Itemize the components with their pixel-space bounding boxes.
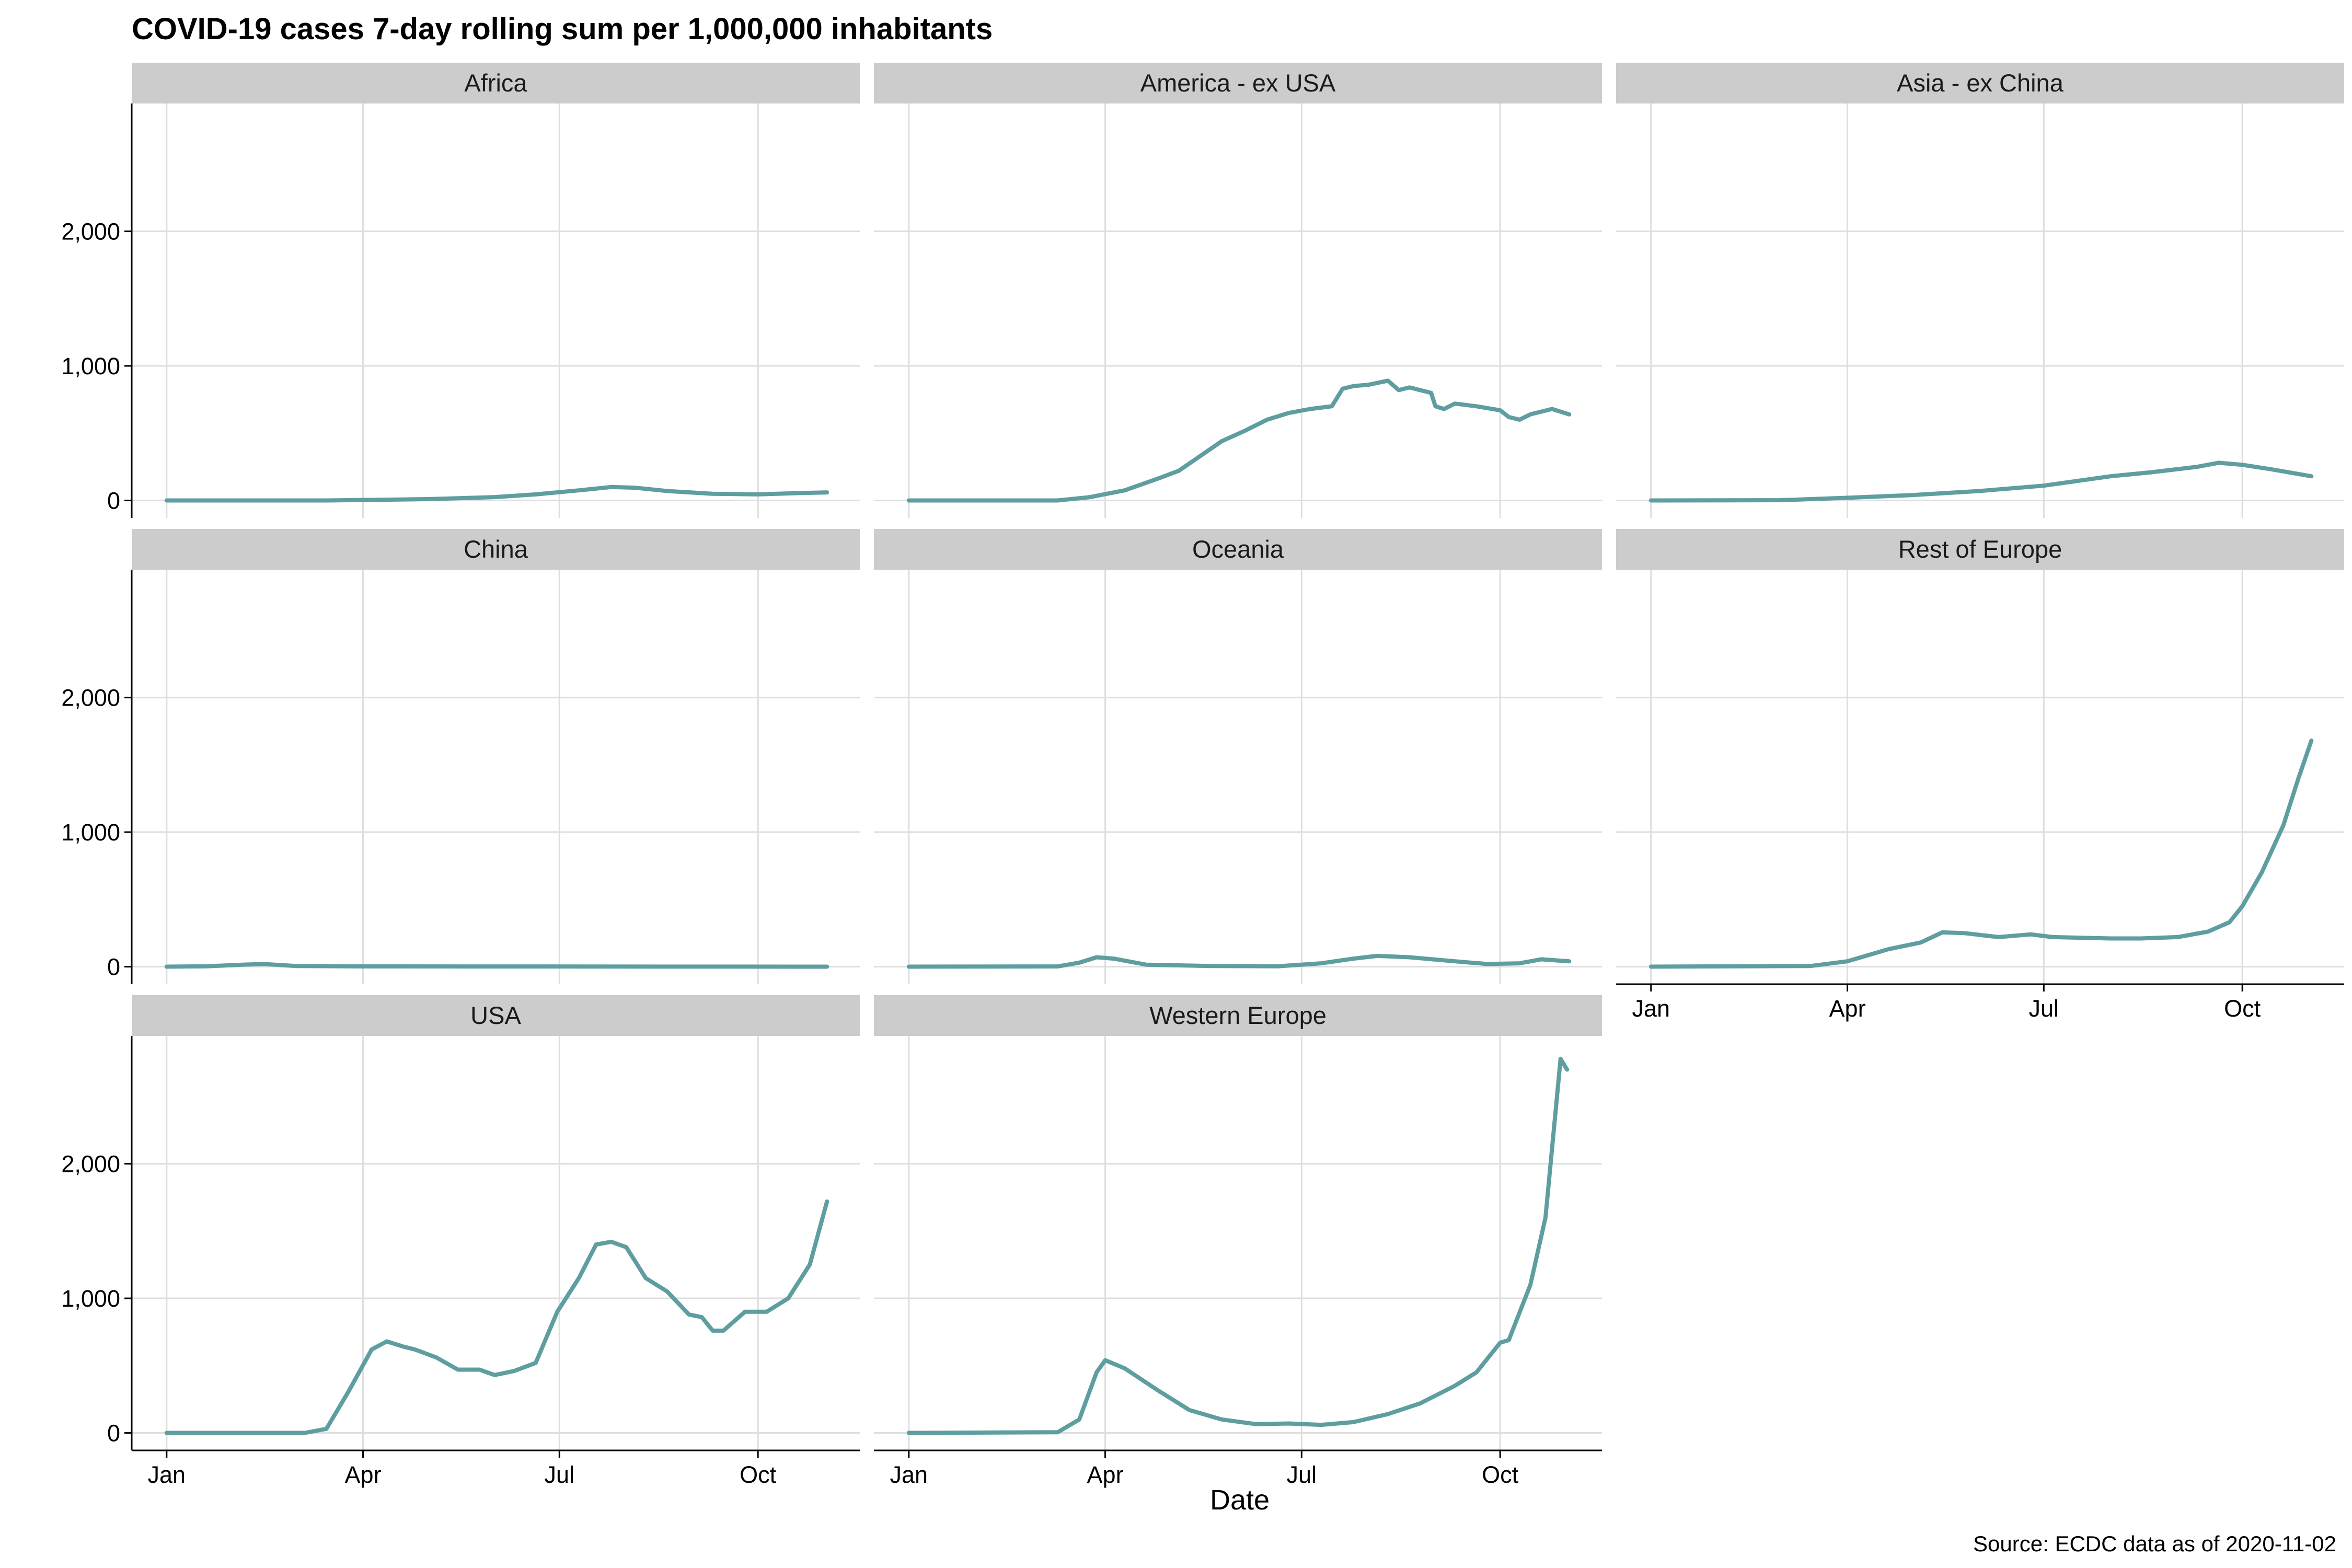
panel-strip-label: China (464, 535, 528, 563)
panel-strip (874, 529, 1602, 570)
y-tick-label: 2,000 (61, 685, 120, 711)
panel-strip-label: USA (470, 1001, 521, 1029)
y-tick-label: 2,000 (61, 1151, 120, 1178)
chart-caption: Source: ECDC data as of 2020-11-02 (1973, 1531, 2336, 1556)
x-tick-label: Oct (740, 1461, 777, 1488)
y-tick-label: 0 (107, 1420, 120, 1447)
y-tick-label: 2,000 (61, 218, 120, 245)
y-tick-label: 1,000 (61, 819, 120, 846)
series-line-western-europe (906, 1056, 1570, 1435)
x-axis-title: Date (1210, 1484, 1270, 1516)
series-line-rest-of-europe (1648, 739, 2314, 969)
panel-strip (132, 63, 860, 103)
x-tick-label: Jul (1287, 1461, 1317, 1488)
chart-title: COVID-19 cases 7-day rolling sum per 1,0… (132, 12, 993, 46)
facet-panels: Africa 0 1,000 2,000 America - ex USA Asia - … (61, 63, 2344, 1488)
panel-strip-label: Western Europe (1149, 1001, 1327, 1029)
panel-strip-label: Africa (464, 69, 527, 97)
y-tick-label: 0 (107, 488, 120, 514)
panel-western-europe: Western Europe Jan Apr Jul Oct (874, 995, 1602, 1488)
panel-strip (1616, 63, 2344, 103)
series-line-asia-ex-china (1648, 460, 2314, 503)
series-line-africa (164, 485, 829, 503)
panel-oceania: Oceania (874, 529, 1602, 984)
panel-strip (874, 995, 1602, 1036)
series-line-america-ex-usa (906, 378, 1572, 503)
series-line-usa (164, 1199, 829, 1435)
panel-strip-label: America - ex USA (1140, 69, 1336, 97)
x-tick-label: Jan (890, 1461, 928, 1488)
panel-strip (132, 529, 860, 570)
x-tick-label: Oct (2224, 995, 2261, 1022)
x-tick-label: Apr (1087, 1461, 1124, 1488)
panel-strip-label: Rest of Europe (1898, 535, 2062, 563)
panel-usa: USA 0 1,000 2,000 Jan Apr Jul Oct (61, 995, 860, 1488)
series-line-oceania (906, 953, 1572, 969)
panel-strip (874, 63, 1602, 103)
y-tick-label: 1,000 (61, 1285, 120, 1312)
panel-strip (132, 995, 860, 1036)
panel-asia-ex-china: Asia - ex China (1616, 63, 2344, 518)
panel-america-ex-usa: America - ex USA (874, 63, 1602, 518)
panel-africa: Africa 0 1,000 2,000 (61, 63, 860, 518)
x-tick-label: Apr (1829, 995, 1866, 1022)
panel-strip (1616, 529, 2344, 570)
x-tick-label: Jul (2029, 995, 2059, 1022)
panel-strip-label: Asia - ex China (1897, 69, 2064, 97)
x-tick-label: Oct (1482, 1461, 1519, 1488)
x-tick-label: Jan (148, 1461, 186, 1488)
series-line-china (164, 962, 829, 969)
panel-rest-of-europe: Rest of Europe Jan Apr Jul Oct (1616, 529, 2344, 1022)
x-tick-label: Jul (545, 1461, 575, 1488)
y-tick-label: 1,000 (61, 353, 120, 379)
y-tick-label: 0 (107, 954, 120, 981)
x-tick-label: Apr (345, 1461, 382, 1488)
x-tick-label: Jan (1632, 995, 1670, 1022)
panel-strip-label: Oceania (1192, 535, 1284, 563)
panel-china: China 0 1,000 2,000 (61, 529, 860, 984)
